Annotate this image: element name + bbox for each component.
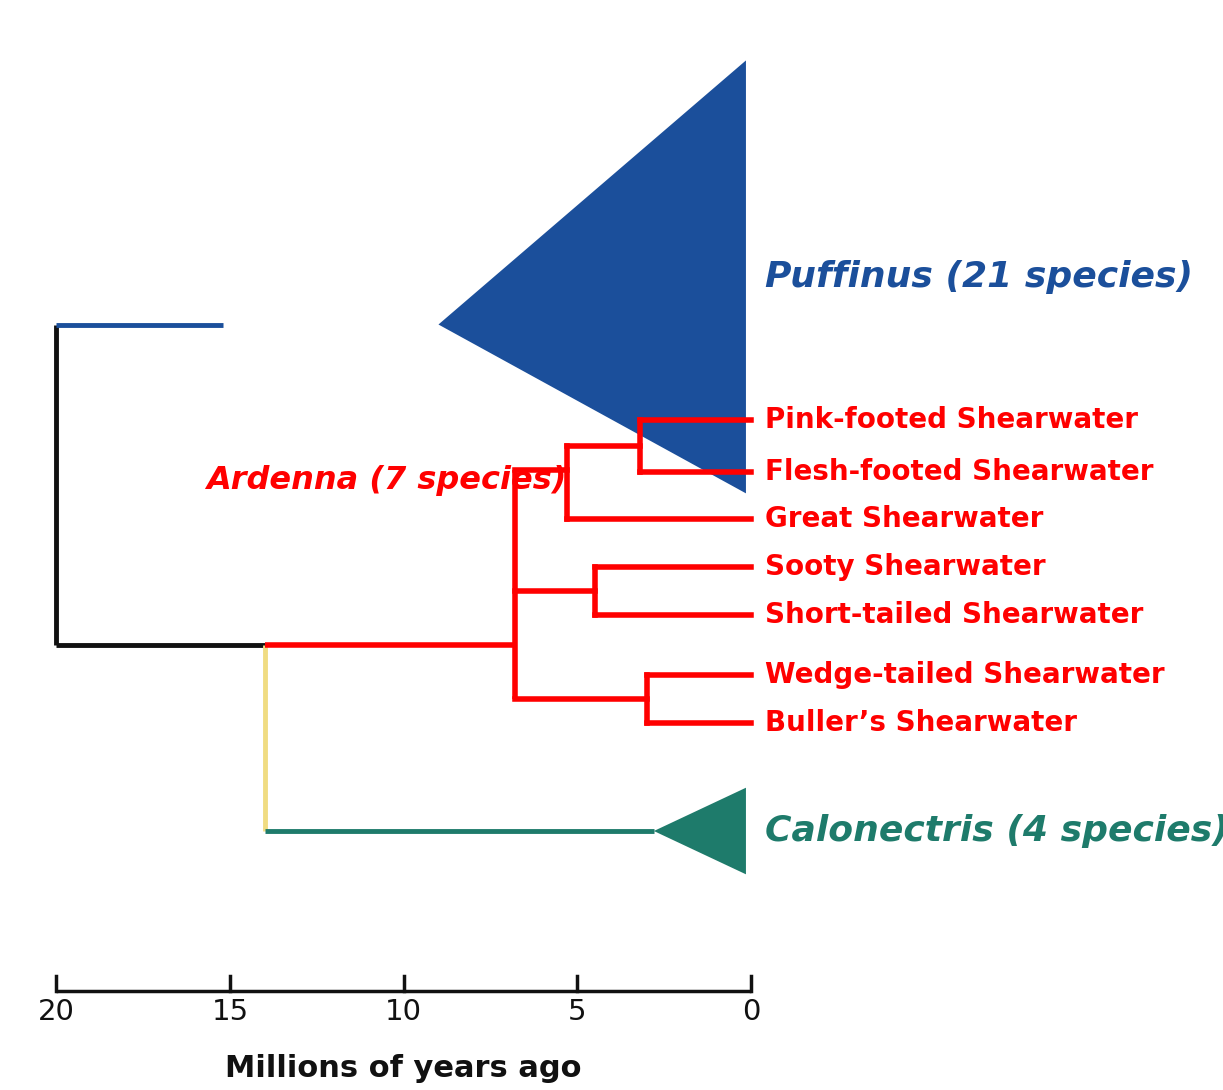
Text: Buller’s Shearwater: Buller’s Shearwater (766, 708, 1077, 737)
Text: Calonectris (4 species): Calonectris (4 species) (766, 814, 1223, 848)
Text: Puffinus (21 species): Puffinus (21 species) (766, 259, 1194, 294)
Text: Sooty Shearwater: Sooty Shearwater (766, 553, 1046, 581)
Text: 15: 15 (212, 998, 248, 1026)
Text: Flesh-footed Shearwater: Flesh-footed Shearwater (766, 458, 1153, 486)
Text: Wedge-tailed Shearwater: Wedge-tailed Shearwater (766, 662, 1164, 689)
Polygon shape (654, 788, 746, 874)
Text: 5: 5 (569, 998, 587, 1026)
Text: 10: 10 (385, 998, 422, 1026)
Text: Ardenna (7 species): Ardenna (7 species) (207, 464, 566, 496)
Text: 20: 20 (38, 998, 75, 1026)
Text: Great Shearwater: Great Shearwater (766, 506, 1043, 533)
Text: Millions of years ago: Millions of years ago (225, 1054, 582, 1082)
Text: Pink-footed Shearwater: Pink-footed Shearwater (766, 405, 1139, 434)
Text: Short-tailed Shearwater: Short-tailed Shearwater (766, 601, 1144, 629)
Text: 0: 0 (742, 998, 761, 1026)
Polygon shape (439, 60, 746, 494)
